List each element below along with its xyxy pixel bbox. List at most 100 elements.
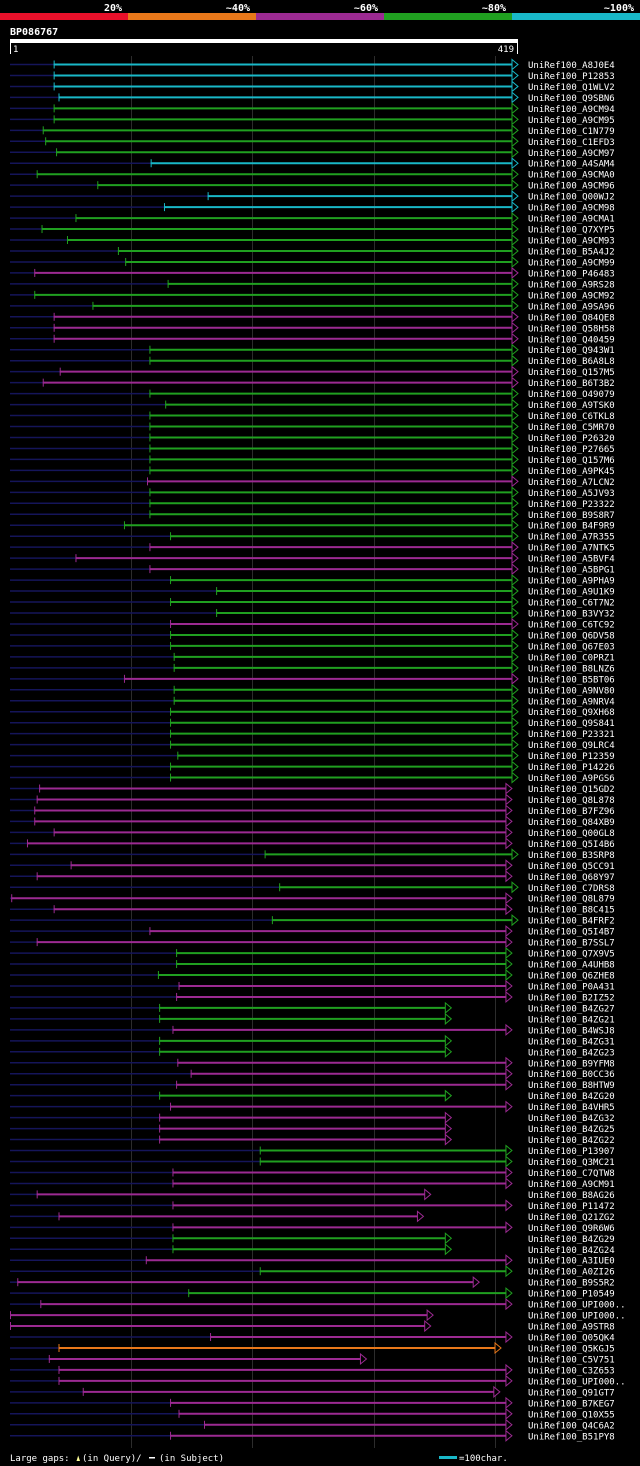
hit-label[interactable]: UniRef100_Q5KGJ5 — [528, 1344, 615, 1354]
hit-row[interactable]: UniRef100_A9U1K9 — [10, 584, 615, 598]
hit-label[interactable]: UniRef100_Q84QE8 — [528, 313, 615, 323]
hit-label[interactable]: UniRef100_A9PGS6 — [528, 774, 615, 784]
hit-row[interactable]: UniRef100_Q67E03 — [10, 639, 615, 653]
hit-label[interactable]: UniRef100_P10549 — [528, 1290, 615, 1300]
hit-row[interactable]: UniRef100_A3IUE0 — [10, 1254, 615, 1267]
hit-label[interactable]: UniRef100_B6T3B2 — [528, 379, 615, 389]
hit-row[interactable]: UniRef100_Q8L878 — [10, 793, 615, 806]
hit-label[interactable]: UniRef100_A9CM92 — [528, 291, 615, 301]
hit-row[interactable]: UniRef100_A9CM93 — [10, 233, 615, 247]
hit-label[interactable]: UniRef100_Q9XH68 — [528, 708, 615, 718]
hit-row[interactable]: UniRef100_UPI000.. — [10, 1309, 626, 1322]
hit-label[interactable]: UniRef100_A9CM95 — [528, 116, 615, 126]
hit-row[interactable]: UniRef100_P12359 — [10, 749, 615, 763]
hit-label[interactable]: UniRef100_A9NV80 — [528, 686, 615, 696]
hit-label[interactable]: UniRef100_B8AG26 — [528, 1191, 615, 1201]
hit-label[interactable]: UniRef100_B4F9R9 — [528, 522, 615, 532]
hit-row[interactable]: UniRef100_O49079 — [10, 387, 615, 401]
hit-label[interactable]: UniRef100_Q157M6 — [528, 456, 615, 466]
hit-row[interactable]: UniRef100_B7FZ96 — [10, 804, 615, 817]
hit-label[interactable]: UniRef100_P11472 — [528, 1202, 615, 1212]
hit-label[interactable]: UniRef100_A7LCN2 — [528, 478, 615, 488]
hit-label[interactable]: UniRef100_B4VHR5 — [528, 1103, 615, 1113]
hit-row[interactable]: UniRef100_P11472 — [10, 1199, 615, 1212]
hit-row[interactable]: UniRef100_Q9XH68 — [10, 705, 615, 719]
hit-row[interactable]: UniRef100_B4ZG22 — [10, 1133, 615, 1147]
hit-row[interactable]: UniRef100_Q6DV58 — [10, 628, 615, 642]
hit-label[interactable]: UniRef100_A9CM98 — [528, 204, 615, 214]
hit-label[interactable]: UniRef100_C7DRS8 — [528, 884, 615, 894]
hit-row[interactable]: UniRef100_B4F9R9 — [10, 519, 615, 532]
hit-label[interactable]: UniRef100_P0A431 — [528, 982, 615, 992]
hit-row[interactable]: UniRef100_Q00GL8 — [10, 826, 615, 839]
hit-label[interactable]: UniRef100_B4ZG29 — [528, 1235, 615, 1245]
hit-label[interactable]: UniRef100_UPI000.. — [528, 1377, 626, 1387]
hit-label[interactable]: UniRef100_B4ZG20 — [528, 1092, 615, 1102]
hit-label[interactable]: UniRef100_B0CC36 — [528, 1070, 615, 1080]
hit-row[interactable]: UniRef100_A9STR8 — [10, 1319, 615, 1333]
hit-row[interactable]: UniRef100_Q05QK4 — [10, 1330, 615, 1344]
hit-label[interactable]: UniRef100_UPI000.. — [528, 1301, 626, 1311]
hit-label[interactable]: UniRef100_P12359 — [528, 752, 615, 762]
hit-label[interactable]: UniRef100_Q40459 — [528, 335, 615, 345]
hit-row[interactable]: UniRef100_Q40459 — [10, 332, 615, 346]
hit-row[interactable]: UniRef100_Q9S841 — [10, 716, 615, 730]
hit-row[interactable]: UniRef100_A9CM94 — [10, 102, 615, 115]
hit-label[interactable]: UniRef100_P14226 — [528, 763, 615, 773]
hit-row[interactable]: UniRef100_B4WSJ8 — [10, 1023, 615, 1037]
hit-label[interactable]: UniRef100_Q1WLV2 — [528, 83, 615, 93]
hit-label[interactable]: UniRef100_A7NTK5 — [528, 544, 615, 554]
hit-label[interactable]: UniRef100_A9CM94 — [528, 105, 615, 115]
hit-row[interactable]: UniRef100_Q10X55 — [10, 1407, 615, 1421]
hit-label[interactable]: UniRef100_C7QTW8 — [528, 1169, 615, 1179]
hit-label[interactable]: UniRef100_B9S8R7 — [528, 511, 615, 521]
hit-row[interactable]: UniRef100_A9CMA1 — [10, 212, 615, 225]
hit-row[interactable]: UniRef100_Q3MC21 — [10, 1155, 615, 1169]
hit-label[interactable]: UniRef100_Q8L878 — [528, 796, 615, 806]
hit-row[interactable]: UniRef100_B9S8R7 — [10, 508, 615, 521]
hit-row[interactable]: UniRef100_Q21ZG2 — [10, 1210, 615, 1223]
hit-row[interactable]: UniRef100_A7R355 — [10, 530, 615, 543]
hit-row[interactable]: UniRef100_A5JV93 — [10, 486, 615, 499]
hit-row[interactable]: UniRef100_Q5I4B7 — [10, 925, 615, 938]
hit-row[interactable]: UniRef100_Q00WJ2 — [10, 190, 615, 203]
hit-row[interactable]: UniRef100_B9YFM8 — [10, 1056, 615, 1070]
hit-label[interactable]: UniRef100_B7KEG7 — [528, 1399, 615, 1409]
hit-label[interactable]: UniRef100_Q6ZHE8 — [528, 972, 615, 982]
hit-row[interactable]: UniRef100_A7NTK5 — [10, 541, 615, 554]
hit-row[interactable]: UniRef100_C7QTW8 — [10, 1166, 615, 1179]
hit-label[interactable]: UniRef100_Q5I4B6 — [528, 840, 615, 850]
hit-row[interactable]: UniRef100_C6T7N2 — [10, 595, 615, 609]
hit-label[interactable]: UniRef100_Q84XB9 — [528, 818, 615, 828]
hit-row[interactable]: UniRef100_B6A8L8 — [10, 354, 615, 368]
hit-row[interactable]: UniRef100_A9PK45 — [10, 464, 615, 477]
hit-row[interactable]: UniRef100_A9NRV4 — [10, 694, 615, 708]
hit-row[interactable]: UniRef100_P23322 — [10, 497, 615, 510]
hit-row[interactable]: UniRef100_B51PY8 — [10, 1429, 615, 1443]
hit-label[interactable]: UniRef100_A9CM96 — [528, 182, 615, 192]
hit-row[interactable]: UniRef100_A9CM98 — [10, 201, 615, 214]
hit-label[interactable]: UniRef100_A0ZI26 — [528, 1268, 615, 1278]
hit-row[interactable]: UniRef100_B9S5R2 — [10, 1276, 615, 1289]
hit-label[interactable]: UniRef100_Q7XYP5 — [528, 226, 615, 236]
hit-row[interactable]: UniRef100_A4UHB8 — [10, 957, 615, 971]
hit-label[interactable]: UniRef100_Q67E03 — [528, 642, 615, 652]
hit-row[interactable]: UniRef100_C3Z653 — [10, 1363, 615, 1377]
hit-label[interactable]: UniRef100_Q05QK4 — [528, 1334, 615, 1344]
hit-row[interactable]: UniRef100_P13907 — [10, 1144, 615, 1158]
hit-label[interactable]: UniRef100_B6A8L8 — [528, 357, 615, 367]
hit-label[interactable]: UniRef100_Q4C6A2 — [528, 1421, 615, 1431]
hit-row[interactable]: UniRef100_B4ZG23 — [10, 1045, 615, 1059]
hit-label[interactable]: UniRef100_A5JV93 — [528, 489, 615, 499]
hit-row[interactable]: UniRef100_P26320 — [10, 431, 615, 444]
hit-label[interactable]: UniRef100_A9CM97 — [528, 149, 615, 159]
hit-label[interactable]: UniRef100_B5BT06 — [528, 675, 615, 685]
hit-label[interactable]: UniRef100_A9U1K9 — [528, 588, 615, 598]
hit-label[interactable]: UniRef100_A9TSK0 — [528, 401, 615, 411]
hit-label[interactable]: UniRef100_Q10X55 — [528, 1410, 615, 1420]
hit-row[interactable]: UniRef100_Q58H58 — [10, 321, 615, 335]
hit-row[interactable]: UniRef100_Q943W1 — [10, 343, 615, 357]
hit-label[interactable]: UniRef100_Q00GL8 — [528, 829, 615, 839]
hit-row[interactable]: UniRef100_Q157M6 — [10, 453, 615, 466]
hit-label[interactable]: UniRef100_B2IZ52 — [528, 993, 615, 1003]
